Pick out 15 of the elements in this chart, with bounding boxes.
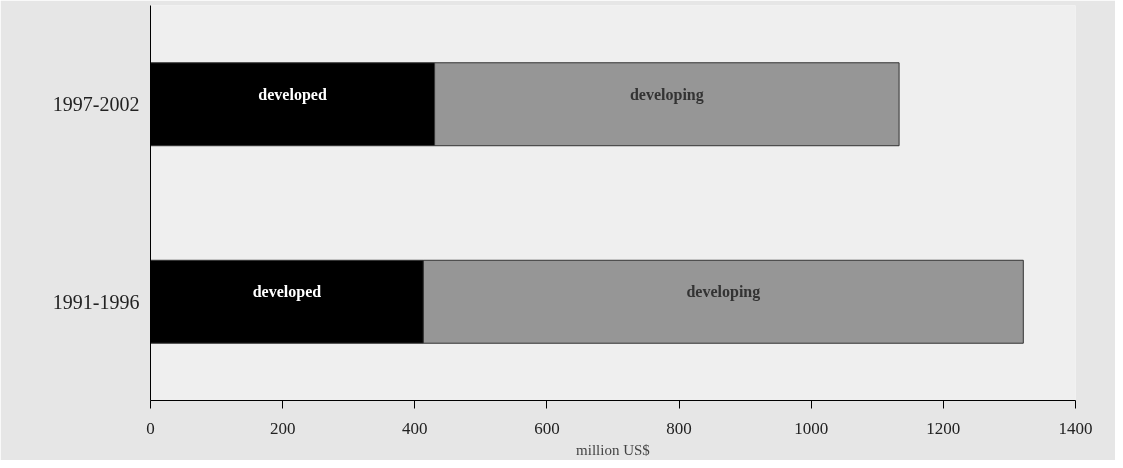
x-tick-label: 1400 [1058,418,1093,438]
x-tick-label: 400 [402,418,428,438]
y-tick-label: 1997-2002 [52,93,140,116]
x-axis-title: million US$ [576,441,651,458]
x-tick-label: 800 [666,418,692,438]
x-tick-label: 0 [146,418,155,438]
series-label: developed [258,85,327,104]
text: developed [252,283,322,301]
series-label: developing [629,85,704,104]
x-tick-label: 1000 [794,418,829,438]
x-tick-label: 200 [269,418,296,438]
y-tick-label: 1991-1996 [52,290,140,313]
x-tick-label: 600 [534,418,560,438]
x-tick-label: 1200 [926,418,961,438]
text: developing [686,283,761,301]
